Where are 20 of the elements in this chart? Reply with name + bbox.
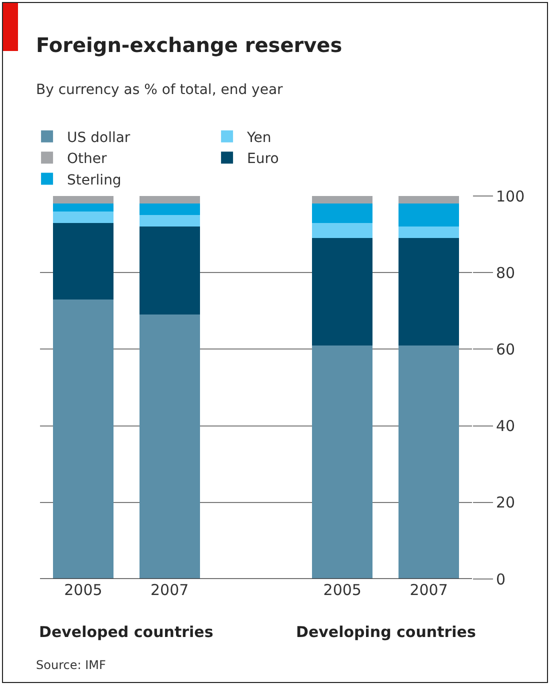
legend-label: Sterling xyxy=(67,172,122,188)
y-tick-label: 100 xyxy=(496,187,525,206)
legend-label: US dollar xyxy=(67,130,130,146)
x-tick-label: 2007 xyxy=(150,581,189,599)
y-tick-label: 60 xyxy=(496,340,516,358)
x-tick-label: 2007 xyxy=(410,581,448,599)
text: Developed countries xyxy=(39,623,214,641)
legend-label: Euro xyxy=(247,151,279,168)
y-tick-label: 0 xyxy=(496,570,506,588)
y-tick-label: 20 xyxy=(496,494,516,512)
legend-label: Yen xyxy=(246,130,272,146)
x-tick-label: 2005 xyxy=(323,581,362,599)
text: Developing countries xyxy=(296,623,476,641)
x-tick-label: 2005 xyxy=(64,581,102,599)
y-tick-label: 40 xyxy=(496,417,516,436)
legend-label: Other xyxy=(67,151,108,168)
chart-title: Foreign-exchange reserves xyxy=(36,33,342,57)
chart-subtitle: By currency as % of total, end year xyxy=(36,82,284,98)
source-note: Source: IMF xyxy=(36,658,106,672)
y-tick-label: 80 xyxy=(496,264,516,282)
